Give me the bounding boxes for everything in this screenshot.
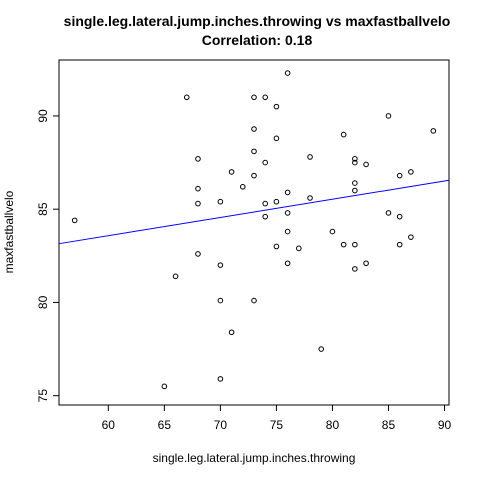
- data-point: [273, 243, 280, 250]
- data-point: [251, 172, 257, 179]
- data-point: [352, 266, 358, 272]
- data-point: [239, 184, 246, 190]
- data-point: [195, 251, 201, 257]
- y-axis-label: maxfastballvelo: [2, 190, 16, 273]
- data-point: [251, 94, 257, 101]
- data-point: [262, 94, 269, 101]
- data-point: [352, 187, 358, 194]
- data-point: [385, 113, 392, 119]
- data-point: [408, 234, 414, 240]
- data-point: [396, 241, 403, 248]
- data-point: [340, 131, 347, 138]
- data-point: [195, 156, 201, 162]
- x-tick-label: 60: [102, 418, 116, 432]
- data-point: [408, 169, 414, 175]
- data-point: [183, 94, 190, 101]
- data-point: [251, 297, 257, 304]
- x-tick-label: 85: [382, 418, 396, 432]
- data-point: [307, 195, 313, 201]
- x-axis-label: single.leg.lateral.jump.inches.throwing: [153, 451, 356, 465]
- data-point: [262, 159, 269, 166]
- y-axis: 75 80 85 90: [36, 109, 59, 402]
- data-point: [262, 200, 269, 207]
- x-tick-label: 80: [326, 418, 340, 432]
- data-point: [284, 228, 291, 235]
- data-point: [340, 241, 347, 248]
- data-point: [251, 126, 257, 132]
- data-point: [228, 169, 235, 175]
- plot-frame: [58, 59, 450, 406]
- data-point: [217, 262, 224, 268]
- data-point: [318, 346, 325, 352]
- data-point: [430, 128, 437, 134]
- data-point: [262, 213, 269, 220]
- data-point: [363, 161, 369, 168]
- x-tick-label: 75: [270, 418, 284, 432]
- trend-line: [58, 179, 450, 245]
- data-point: [307, 154, 313, 160]
- data-point: [217, 297, 224, 304]
- data-point: [284, 260, 291, 267]
- data-point: [71, 217, 78, 224]
- data-point: [385, 210, 392, 216]
- data-point: [161, 383, 168, 390]
- data-point: [195, 185, 201, 192]
- data-point: [352, 180, 358, 186]
- data-point: [296, 245, 302, 252]
- y-tick-label: 85: [36, 202, 50, 216]
- data-point: [251, 148, 257, 155]
- y-tick-label: 80: [36, 295, 50, 309]
- scatter-points: [71, 70, 437, 390]
- data-point: [273, 198, 280, 205]
- x-tick-label: 70: [214, 418, 228, 432]
- x-axis: 60 65 70 75 80 85 90: [102, 405, 452, 432]
- data-point: [396, 172, 403, 179]
- data-point: [284, 210, 291, 216]
- data-point: [217, 376, 224, 382]
- data-point: [273, 103, 280, 110]
- x-tick-label: 65: [158, 418, 172, 432]
- data-point: [329, 228, 336, 235]
- data-point: [363, 260, 369, 267]
- chart-subtitle: Correlation: 0.18: [202, 32, 313, 48]
- data-point: [352, 159, 358, 166]
- data-point: [352, 156, 358, 162]
- data-point: [228, 329, 235, 336]
- data-point: [284, 70, 291, 76]
- data-point: [352, 241, 358, 248]
- data-point: [217, 198, 224, 205]
- y-tick-label: 75: [36, 389, 50, 403]
- data-point: [172, 273, 179, 280]
- data-point: [273, 135, 280, 142]
- x-tick-label: 90: [438, 418, 452, 432]
- data-point: [396, 213, 403, 220]
- y-tick-label: 90: [36, 109, 50, 123]
- data-point: [284, 189, 291, 196]
- data-point: [195, 200, 201, 207]
- chart-title: single.leg.lateral.jump.inches.throwing …: [64, 13, 451, 29]
